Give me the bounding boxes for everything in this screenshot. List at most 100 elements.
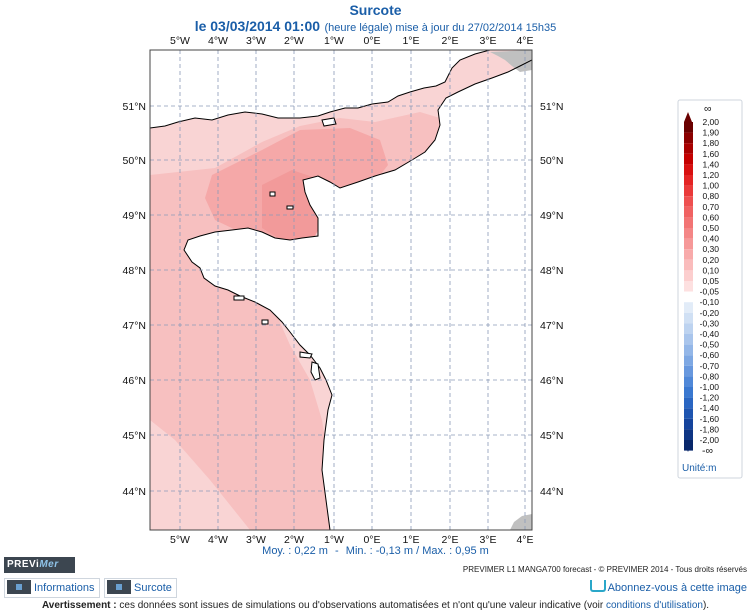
lon-label: 2°W	[284, 534, 304, 546]
legend-label: 0,10	[702, 265, 719, 275]
lon-label: 3°E	[479, 35, 496, 47]
legend-swatch	[684, 408, 693, 419]
legend-swatch	[684, 270, 693, 281]
legend-unit: Unité:m	[682, 463, 716, 474]
warning-text: ces données sont issues de simulations o…	[116, 600, 606, 611]
legend-label: 0,05	[702, 276, 719, 286]
lon-label: 1°E	[402, 35, 419, 47]
legend-swatch	[684, 344, 693, 356]
warning-notice: Avertissement : ces données sont issues …	[0, 600, 751, 611]
island-wight	[321, 117, 337, 127]
legend-label: 1,20	[702, 170, 719, 180]
lat-labels-left: 51°N 50°N 49°N 48°N 47°N 46°N 45°N 44°N	[123, 101, 146, 498]
lat-label: 47°N	[540, 320, 563, 332]
legend-label: 0,30	[702, 244, 719, 254]
logo-suffix: Mer	[39, 559, 59, 570]
island-belle-ile	[233, 295, 245, 301]
lon-label: 4°W	[208, 534, 228, 546]
surge-stats: Moy. : 0,22 m - Min. : -0,13 m / Max. : …	[0, 545, 751, 557]
legend-label: -0,20	[700, 308, 720, 318]
legend-label: 1,60	[702, 149, 719, 159]
legend-label: -0,80	[700, 371, 720, 381]
legend-swatch	[684, 397, 693, 409]
lat-label: 48°N	[123, 265, 146, 277]
legend-swatch	[684, 122, 693, 133]
lat-label: 45°N	[540, 430, 563, 442]
legend-swatch	[684, 259, 693, 271]
lon-label: 4°W	[208, 35, 228, 47]
surcote-button[interactable]: Surcote	[104, 578, 177, 598]
legend-swatch	[684, 175, 693, 186]
lat-label: 45°N	[123, 430, 146, 442]
lon-label: 1°W	[324, 534, 344, 546]
legend-label: -2,00	[700, 435, 720, 445]
lon-label: 4°E	[516, 35, 533, 47]
legend-label: 1,90	[702, 128, 719, 138]
lat-label: 48°N	[540, 265, 563, 277]
legend-label: -0,50	[700, 340, 720, 350]
legend-swatch	[684, 228, 693, 239]
subscribe-link[interactable]: Abonnez-vous à cette image	[589, 580, 747, 594]
lon-label: 3°E	[479, 534, 496, 546]
legend-swatch	[684, 196, 693, 207]
lon-labels-bottom: 5°W 4°W 3°W 2°W 1°W 0°E 1°E 2°E 3°E 4°E	[170, 534, 534, 546]
update-note: (heure légale) mise à jour du 27/02/2014…	[324, 22, 557, 34]
legend-label: -1,80	[700, 424, 720, 434]
legend-max-symbol: ∞	[704, 103, 712, 115]
legend-swatch	[684, 185, 693, 197]
legend-swatch	[684, 376, 693, 387]
lat-label: 44°N	[123, 486, 146, 498]
lat-label: 46°N	[123, 375, 146, 387]
conditions-link[interactable]: conditions d'utilisation	[605, 600, 703, 611]
legend-label: -1,20	[700, 393, 720, 403]
lat-label: 44°N	[540, 486, 563, 498]
island-oleron	[310, 361, 321, 381]
color-legend: ∞ -∞ 2,001,901,801,601,401,201,000,800,7…	[677, 99, 743, 479]
legend-swatch	[684, 429, 693, 440]
graticule	[150, 50, 532, 530]
legend-swatch	[684, 365, 693, 377]
warning-end: ).	[702, 600, 710, 611]
legend-swatch	[684, 440, 693, 451]
stats-mean: Moy. : 0,22 m	[262, 545, 328, 557]
legend-label: 0,40	[702, 234, 719, 244]
legend-label: 1,40	[702, 159, 719, 169]
warning-label: Avertissement :	[41, 600, 117, 611]
island-re	[299, 351, 313, 359]
legend-swatch	[684, 387, 693, 398]
legend-max-arrow	[684, 112, 692, 122]
informations-button[interactable]: Informations	[4, 578, 100, 598]
lon-label: 5°W	[170, 534, 190, 546]
previmer-logo: PREViMer	[4, 557, 75, 573]
page-title: Surcote	[349, 2, 402, 18]
coastline-france	[183, 59, 532, 530]
lon-label: 3°W	[246, 35, 266, 47]
legend-label: 1,80	[702, 138, 719, 148]
lat-label: 50°N	[540, 155, 563, 167]
legend-swatch	[684, 217, 693, 228]
spain-land	[510, 514, 532, 530]
lon-label: 4°E	[516, 534, 533, 546]
lat-label: 49°N	[540, 210, 563, 222]
legend-panel	[677, 99, 743, 479]
surcote-label: Surcote	[134, 582, 172, 594]
legend-swatch	[684, 132, 693, 144]
legend-label: 0,80	[702, 191, 719, 201]
layer-icon	[107, 580, 131, 594]
lat-label: 47°N	[123, 320, 146, 332]
lat-label: 49°N	[123, 210, 146, 222]
legend-swatch	[684, 238, 693, 250]
legend-label: -1,00	[700, 382, 720, 392]
benelux-land	[490, 50, 532, 72]
legend-swatch	[684, 334, 693, 345]
legend-swatch	[684, 323, 693, 334]
legend-label: -0,30	[700, 318, 720, 328]
bottom-toolbar: Informations Surcote	[0, 576, 751, 598]
credit-text: PREVIMER L1 MANGA700 forecast - © PREVIM…	[462, 565, 747, 574]
legend-label: 0,20	[702, 255, 719, 265]
cart-icon	[589, 580, 606, 592]
lat-label: 51°N	[540, 101, 563, 113]
legend-label: 2,00	[702, 117, 719, 127]
island-jersey	[286, 205, 294, 210]
